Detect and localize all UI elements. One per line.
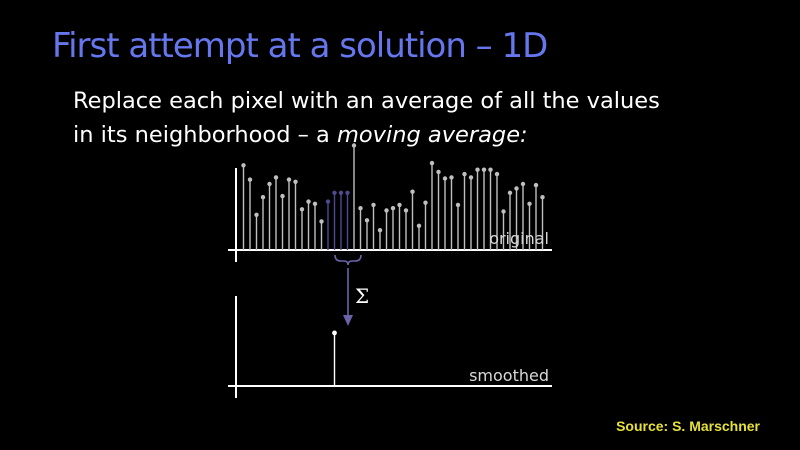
body-line-2: in its neighborhood – a moving average: — [73, 118, 773, 152]
original-sample-point — [520, 181, 526, 187]
original-sample-point — [436, 169, 441, 175]
original-sample-point — [358, 206, 363, 211]
original-sample-point — [494, 171, 500, 177]
original-sample-point — [540, 195, 545, 200]
original-sample-point — [416, 223, 422, 228]
original-sample-point — [455, 202, 461, 208]
sum-symbol: Σ — [355, 284, 369, 308]
original-sample-point — [423, 200, 428, 205]
original-label: original — [489, 229, 549, 248]
body-line-2-text: in its neighborhood – a — [73, 122, 337, 148]
original-sample-point — [241, 163, 246, 168]
sum-arrow-head — [343, 315, 353, 326]
body-line-1: Replace each pixel with an average of al… — [73, 88, 660, 114]
neighborhood-bracket — [334, 254, 362, 266]
original-signal — [241, 143, 545, 250]
original-sample-point — [501, 209, 506, 214]
original-sample-point — [468, 175, 474, 180]
original-sample-point — [299, 207, 305, 212]
original-sample-point — [371, 202, 376, 208]
original-sample-point — [390, 206, 396, 211]
original-sample-point — [306, 199, 311, 204]
original-sample-point — [442, 176, 448, 181]
original-sample-point — [429, 160, 435, 166]
original-sample-point — [527, 201, 532, 206]
smoothed-signal — [332, 330, 337, 386]
neighborhood-sample-point — [338, 190, 344, 195]
original-sample-point — [254, 212, 259, 217]
smoothed-sample-point — [332, 330, 337, 336]
original-sample-point — [377, 228, 383, 233]
source-credit: Source: S. Marschner — [616, 418, 760, 434]
neighborhood-sample-point — [325, 199, 331, 204]
original-sample-point — [481, 167, 487, 172]
original-sample-point — [280, 193, 285, 199]
original-sample-point — [247, 177, 253, 182]
original-sample-point — [267, 181, 272, 187]
original-sample-point — [273, 175, 279, 180]
original-sample-point — [312, 201, 318, 206]
moving-average-emphasis: moving average: — [336, 122, 528, 148]
original-sample-point — [533, 182, 539, 188]
original-sample-point — [449, 175, 454, 180]
original-sample-point — [475, 167, 480, 172]
smoothed-label: smoothed — [469, 366, 549, 385]
original-sample-point — [319, 219, 324, 224]
original-sample-point — [286, 177, 292, 182]
original-sample-point — [514, 186, 519, 191]
original-sample-point — [403, 208, 409, 213]
neighborhood-sample-point — [332, 190, 337, 195]
original-sample-point — [462, 171, 467, 177]
original-sample-point — [384, 208, 389, 213]
neighborhood-sample-point — [345, 190, 350, 195]
slide-body: Replace each pixel with an average of al… — [73, 84, 773, 152]
slide-title: First attempt at a solution – 1D — [52, 26, 548, 66]
original-sample-point — [351, 143, 357, 148]
original-sample-point — [410, 189, 415, 194]
original-sample-point — [260, 195, 266, 200]
original-sample-point — [488, 167, 493, 172]
original-sample-point — [293, 179, 298, 184]
original-sample-point — [507, 190, 513, 195]
original-sample-point — [397, 202, 402, 208]
original-sample-point — [364, 218, 370, 223]
